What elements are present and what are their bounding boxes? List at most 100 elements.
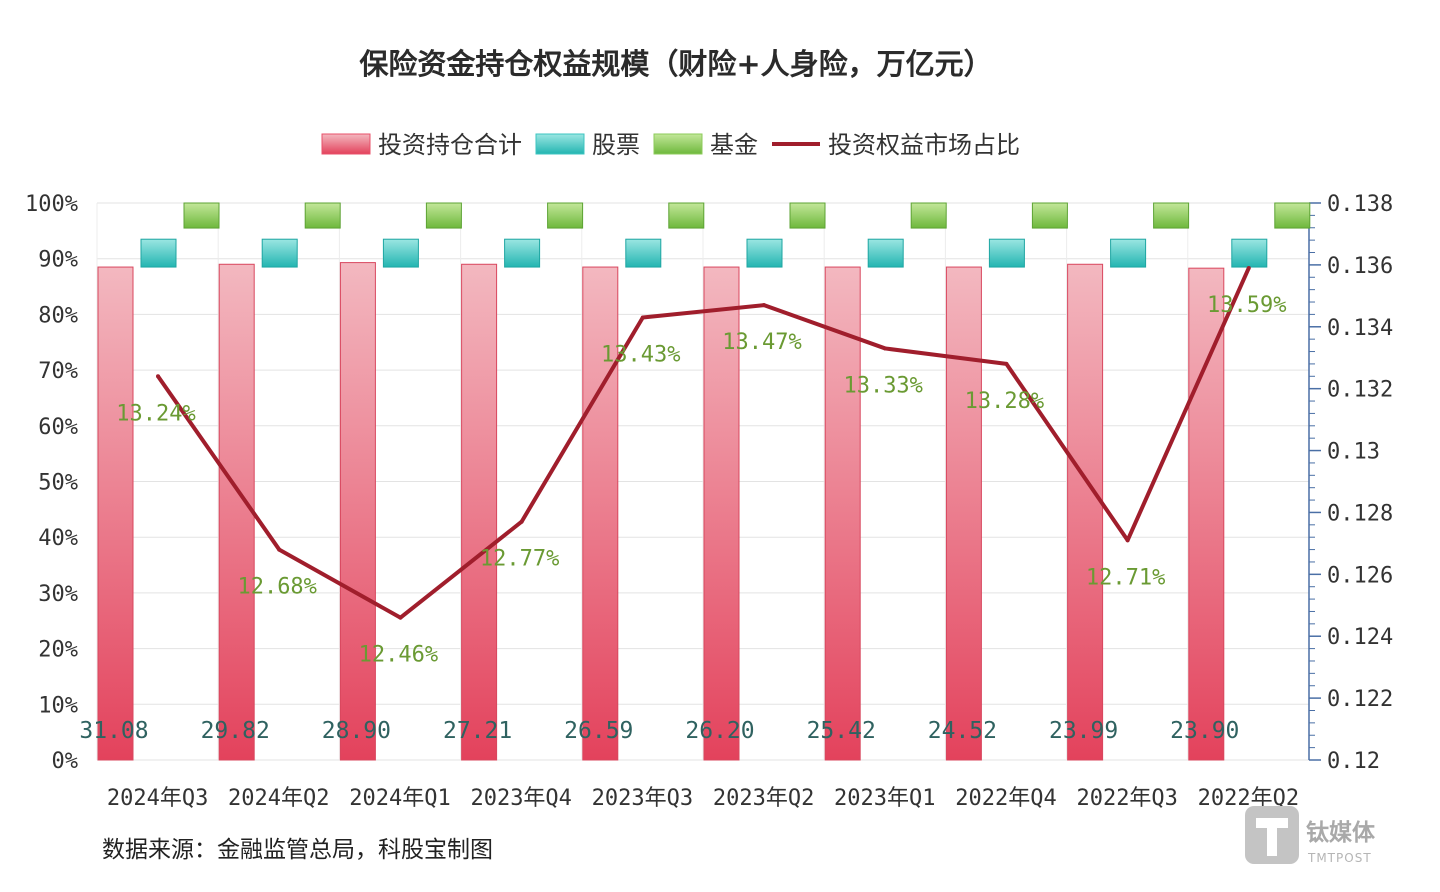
- left-tick-label: 100%: [25, 192, 78, 217]
- right-tick-label: 0.136: [1327, 254, 1393, 279]
- data-labels: 31.08 13.24% 29.82 12.68% 28.90 12.46% 27.21 12…: [79, 293, 1286, 744]
- bar-stock: [746, 238, 783, 268]
- right-tick-label: 0.122: [1327, 687, 1393, 712]
- bars: [97, 202, 1311, 761]
- bar-total: [824, 266, 861, 761]
- bar-fund: [1031, 202, 1068, 229]
- ratio-point: [156, 374, 160, 379]
- category-label: 2022年Q3: [1076, 786, 1177, 811]
- bar-fund: [910, 202, 947, 229]
- category-label: 2024年Q1: [349, 786, 450, 811]
- bar-total-label: 24.52: [928, 718, 997, 744]
- bar-total: [1188, 267, 1225, 761]
- bar-stock: [625, 238, 662, 268]
- bar-stock: [1231, 238, 1268, 268]
- watermark: 钛媒体 TMTPOST: [1245, 806, 1376, 865]
- category-label: 2024年Q2: [228, 786, 329, 811]
- ratio-point: [1125, 538, 1130, 543]
- left-tick-label: 90%: [38, 248, 78, 273]
- chart-title: 保险资金持仓权益规模（财险+人身险，万亿元）: [358, 47, 992, 81]
- bar-stock: [261, 238, 298, 268]
- left-tick-label: 0%: [52, 749, 79, 774]
- watermark-sub: TMTPOST: [1307, 851, 1372, 865]
- bar-total-label: 27.21: [443, 718, 512, 744]
- ratio-line: [156, 265, 1251, 620]
- bar-total: [703, 266, 740, 761]
- ratio-line-path: [156, 267, 1251, 620]
- legend-swatch: [321, 133, 371, 155]
- ratio-label: 13.33%: [843, 373, 922, 398]
- bar-total-label: 26.59: [564, 718, 633, 744]
- ratio-point: [398, 615, 403, 620]
- legend-label: 投资持仓合计: [378, 131, 522, 159]
- watermark-logo-mark: [1256, 818, 1288, 856]
- category-label: 2024年Q3: [107, 786, 208, 811]
- right-tick-label: 0.134: [1327, 316, 1393, 341]
- bar-total-label: 25.42: [807, 718, 876, 744]
- ratio-point: [1004, 361, 1009, 366]
- ratio-point: [640, 315, 645, 320]
- right-tick-label: 0.128: [1327, 501, 1393, 526]
- ratio-label: 12.71%: [1086, 565, 1165, 590]
- bar-total-label: 29.82: [201, 718, 270, 744]
- legend-swatch: [535, 133, 585, 155]
- bar-total-label: 23.99: [1049, 718, 1118, 744]
- right-tick-label: 0.13: [1327, 440, 1380, 465]
- ratio-label: 13.47%: [722, 330, 801, 355]
- right-axis: 0.12 0.122 0.124 0.126 0.128 0.13 0.132 0.134 0.…: [1308, 192, 1393, 774]
- grid: [96, 202, 1310, 761]
- bar-stock: [1110, 238, 1147, 268]
- watermark-name: 钛媒体: [1306, 819, 1376, 846]
- bar-stock: [382, 238, 419, 268]
- ratio-label: 13.43%: [601, 342, 680, 367]
- ratio-point: [883, 346, 888, 351]
- category-label: 2023年Q1: [834, 786, 935, 811]
- category-label: 2023年Q4: [470, 786, 571, 811]
- legend-label: 投资权益市场占比: [828, 131, 1020, 159]
- bar-total-label: 26.20: [685, 718, 754, 744]
- left-tick-label: 40%: [38, 526, 78, 551]
- bar-total: [582, 266, 619, 761]
- ratio-point: [277, 547, 282, 552]
- bar-fund: [1274, 202, 1311, 229]
- legend-swatch: [653, 133, 703, 155]
- right-tick-label: 0.124: [1327, 625, 1393, 650]
- right-tick-label: 0.132: [1327, 378, 1393, 403]
- left-axis: 0% 10% 20% 30% 40% 50% 60% 70% 80% 90% 100%: [25, 192, 78, 774]
- left-tick-label: 80%: [38, 303, 78, 328]
- bar-stock: [504, 238, 541, 268]
- ratio-point: [762, 303, 766, 308]
- bar-fund: [547, 202, 584, 229]
- left-tick-label: 10%: [38, 693, 78, 718]
- bar-total-label: 28.90: [322, 718, 391, 744]
- bar-fund: [183, 202, 220, 229]
- ratio-label: 13.24%: [116, 401, 195, 426]
- bar-total: [339, 262, 376, 761]
- legend-label: 基金: [710, 131, 758, 159]
- ratio-label: 12.77%: [480, 547, 559, 572]
- x-axis: 2024年Q3 2024年Q2 2024年Q1 2023年Q4 2023年Q3 2023年…: [107, 786, 1299, 811]
- category-label: 2022年Q4: [955, 786, 1056, 811]
- bar-fund: [668, 202, 705, 229]
- bar-fund: [304, 202, 341, 229]
- bar-total: [218, 263, 255, 761]
- category-label: 2023年Q2: [713, 786, 814, 811]
- ratio-label: 13.28%: [965, 389, 1044, 414]
- bar-fund: [789, 202, 826, 229]
- bar-total: [97, 266, 134, 761]
- bar-stock: [140, 238, 177, 268]
- left-tick-label: 30%: [38, 582, 78, 607]
- legend: 投资持仓合计 股票 基金 投资权益市场占比: [321, 131, 1020, 159]
- bar-total: [461, 263, 498, 761]
- bar-total-label: 23.90: [1170, 718, 1239, 744]
- bar-fund: [425, 202, 462, 229]
- ratio-point: [519, 519, 524, 524]
- ratio-label: 13.59%: [1207, 293, 1286, 318]
- bar-fund: [1153, 202, 1190, 229]
- left-tick-label: 20%: [38, 638, 78, 663]
- legend-label: 股票: [592, 131, 640, 159]
- ratio-label: 12.68%: [237, 575, 316, 600]
- bar-total: [1067, 263, 1104, 761]
- bar-stock: [867, 238, 904, 268]
